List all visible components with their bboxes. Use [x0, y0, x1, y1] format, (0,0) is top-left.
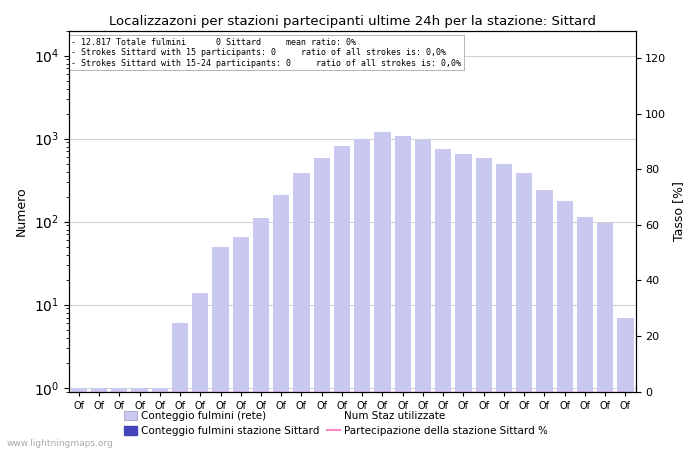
Bar [577, 216, 593, 450]
Legend: Conteggio fulmini (rete), Conteggio fulmini stazione Sittard, Num Staz utilizzat: Conteggio fulmini (rete), Conteggio fulm… [120, 407, 552, 440]
Bar [273, 195, 289, 450]
Bar [456, 153, 472, 450]
Bar [395, 136, 411, 450]
Title: Localizzazoni per stazioni partecipanti ultime 24h per la stazione: Sittard: Localizzazoni per stazioni partecipanti … [108, 15, 596, 28]
Bar [415, 140, 431, 450]
Bar [232, 237, 248, 450]
Bar [193, 292, 209, 450]
Bar [334, 146, 350, 450]
Y-axis label: Tasso [%]: Tasso [%] [672, 181, 685, 241]
Bar [253, 218, 269, 450]
Text: www.lightningmaps.org: www.lightningmaps.org [7, 439, 113, 448]
Bar [111, 388, 127, 450]
Bar [435, 149, 452, 450]
Bar [152, 388, 168, 450]
Text: - 12.817 Totale fulmini      0 Sittard     mean ratio: 0%
- Strokes Sittard with: - 12.817 Totale fulmini 0 Sittard mean r… [71, 38, 461, 68]
Y-axis label: Numero: Numero [15, 186, 28, 236]
Bar [212, 247, 229, 450]
Bar [597, 224, 613, 450]
Bar [536, 190, 552, 450]
Bar [293, 172, 309, 450]
Bar [374, 132, 391, 450]
Bar [516, 174, 532, 450]
Bar [617, 318, 634, 450]
Bar [172, 323, 188, 450]
Bar [314, 158, 330, 450]
Bar [91, 388, 107, 450]
Bar [354, 140, 370, 450]
Bar [475, 158, 492, 450]
Bar [556, 202, 573, 450]
Bar [132, 388, 148, 450]
Bar [71, 388, 87, 450]
Bar [496, 164, 512, 450]
